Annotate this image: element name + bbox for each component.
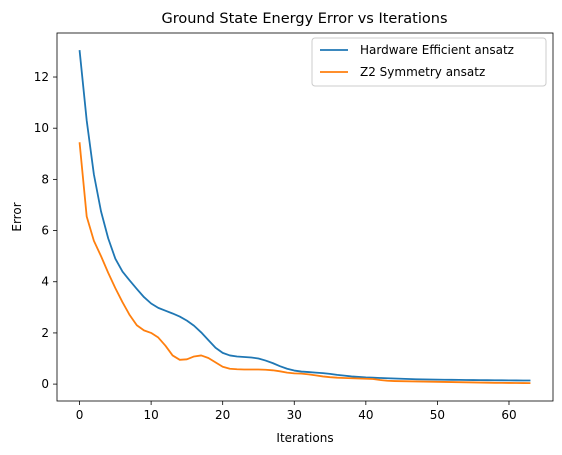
y-tick-label: 10 (34, 121, 49, 135)
y-tick-label: 6 (41, 224, 49, 238)
plot-area (56, 32, 554, 402)
y-tick-label: 4 (41, 275, 49, 289)
series-layer (78, 50, 531, 384)
x-tick-label: 20 (215, 408, 230, 422)
legend: Hardware Efficient ansatz Z2 Symmetry an… (311, 37, 547, 87)
x-tick-label: 0 (76, 408, 84, 422)
legend-label-hardware: Hardware Efficient ansatz (360, 43, 514, 57)
x-tick-label: 10 (143, 408, 158, 422)
legend-label-z2: Z2 Symmetry ansatz (360, 65, 485, 79)
x-tick-label: 60 (501, 408, 516, 422)
plot-frame (57, 33, 553, 401)
chart-title: Ground State Energy Error vs Iterations (161, 11, 447, 27)
plot-border (56, 32, 554, 402)
x-axis-ticks: 0 10 20 30 40 50 60 (76, 401, 517, 422)
y-tick-label: 0 (41, 377, 49, 391)
series-line-1 (78, 142, 531, 384)
y-axis-label: Error (10, 202, 24, 231)
y-tick-label: 8 (41, 172, 49, 186)
x-tick-label: 50 (430, 408, 445, 422)
x-tick-label: 30 (287, 408, 302, 422)
y-axis-ticks: 0 2 4 6 8 10 12 (34, 70, 57, 391)
legend-box (311, 37, 547, 87)
y-tick-label: 2 (41, 326, 49, 340)
x-tick-label: 40 (358, 408, 373, 422)
x-axis-label: Iterations (276, 431, 333, 445)
series-line-0 (78, 50, 531, 382)
y-tick-label: 12 (34, 70, 49, 84)
